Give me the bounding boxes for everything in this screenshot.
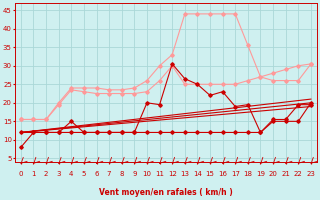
- X-axis label: Vent moyen/en rafales ( km/h ): Vent moyen/en rafales ( km/h ): [99, 188, 233, 197]
